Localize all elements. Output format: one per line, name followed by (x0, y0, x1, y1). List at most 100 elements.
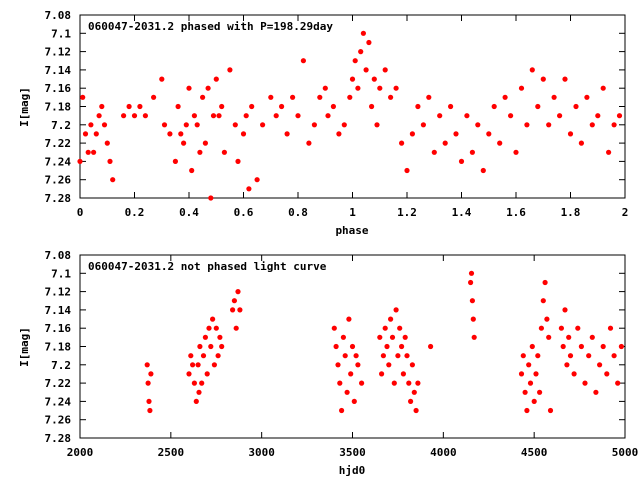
unphased-data-point (200, 353, 207, 359)
phased-data-point (518, 85, 525, 91)
unphased-data-point (148, 371, 154, 377)
phased-data-point (235, 158, 241, 164)
phased-data-point (374, 122, 380, 128)
phased-data-point (546, 122, 552, 128)
unphased-data-point (195, 362, 201, 368)
unphased-data-point (349, 343, 356, 350)
unphased-y-tick-label: 7.26 (45, 414, 72, 427)
phased-y-tick-label: 7.2 (51, 119, 71, 132)
unphased-data-point (589, 334, 595, 340)
phased-data-point (497, 140, 503, 146)
phased-data-point (273, 113, 279, 119)
phased-data-point (529, 67, 535, 73)
unphased-y-axis-label: I[mag] (18, 327, 31, 367)
phased-x-tick-label: 0.6 (234, 206, 254, 219)
unphased-data-point (193, 398, 199, 404)
unphased-data-point (564, 362, 570, 368)
phased-data-point (260, 122, 266, 128)
phased-x-tick-label: 1.6 (506, 206, 526, 219)
phased-data-point (358, 49, 364, 55)
unphased-data-point (353, 353, 359, 359)
unphased-data-point (566, 334, 572, 340)
phased-data-point (475, 122, 481, 128)
phased-data-point (82, 131, 89, 137)
unphased-data-point (339, 407, 345, 414)
phased-panel-title: 060047-2031.2 phased with P=198.29day (88, 20, 333, 33)
unphased-data-point (186, 371, 192, 377)
unphased-data-point (388, 316, 394, 322)
unphased-data-point (597, 362, 603, 368)
phased-data-point (205, 85, 211, 91)
phased-data-point (426, 94, 432, 100)
unphased-data-point (428, 343, 434, 350)
phased-data-point (194, 122, 200, 128)
phased-data-point (249, 103, 255, 110)
phased-data-point (369, 103, 375, 110)
phased-data-point (300, 58, 306, 64)
unphased-y-tick-label: 7.22 (45, 377, 72, 390)
phased-data-point (589, 122, 595, 128)
unphased-data-point (607, 325, 614, 331)
phased-panel: 7.08 7.1 7.12 7.14 7.16 7.18 7.2 7.22 7.24 7.26 7.… (18, 9, 628, 237)
unphased-data-point (342, 353, 348, 359)
phased-data-point (243, 113, 249, 119)
unphased-data-point (213, 325, 219, 331)
unphased-data-point (389, 334, 396, 340)
unphased-data-point (230, 307, 236, 313)
phased-data-point (175, 103, 181, 110)
phased-data-point (330, 103, 336, 110)
phased-data-point (181, 140, 187, 146)
unphased-data-point (237, 307, 243, 313)
unphased-y-tick-label: 7.24 (45, 395, 72, 408)
unphased-x-tick-label: 5000 (612, 446, 639, 459)
phased-data-point (442, 140, 448, 146)
phased-data-point (183, 122, 189, 128)
unphased-axis-ticks: 7.08 7.1 7.12 7.14 7.16 7.18 7.2 7.22 7.24 7.26 7.… (45, 249, 639, 459)
phased-data-point (107, 158, 113, 164)
unphased-data-point (531, 398, 537, 404)
unphased-y-tick-label: 7.2 (51, 359, 71, 372)
phased-data-point (88, 122, 94, 128)
phased-y-tick-label: 7.1 (51, 27, 71, 40)
unphased-data-point (219, 343, 225, 350)
phased-data-point (393, 85, 399, 91)
unphased-data-point (331, 325, 337, 331)
unphased-data-point (470, 316, 476, 322)
unphased-data-point (468, 279, 474, 286)
phased-x-tick-label: 0.8 (288, 206, 308, 219)
phased-data-point (469, 149, 475, 155)
phased-y-tick-label: 7.12 (45, 46, 72, 59)
unphased-data-point (582, 380, 588, 386)
unphased-data-point (217, 334, 223, 340)
unphased-data-point (377, 334, 383, 340)
phased-data-point (595, 113, 601, 119)
unphased-data-point (538, 325, 545, 331)
unphased-x-tick-label: 4500 (521, 446, 548, 459)
phased-x-tick-label: 1.4 (452, 206, 472, 219)
unphased-y-tick-label: 7.28 (45, 432, 72, 445)
unphased-data-point (415, 380, 421, 386)
phased-data-point (448, 103, 454, 110)
phased-data-point (216, 113, 222, 119)
unphased-x-tick-label: 3000 (248, 446, 275, 459)
unphased-data-point (211, 362, 217, 368)
phased-data-point (96, 113, 102, 119)
phased-data-point (431, 149, 437, 155)
unphased-data-point (190, 362, 196, 368)
unphased-y-tick-label: 7.12 (45, 286, 72, 299)
phased-data-point (279, 103, 285, 110)
unphased-data-point (404, 353, 410, 359)
phased-data-point (151, 94, 157, 100)
unphased-data-point (575, 325, 581, 331)
phased-data-point (562, 76, 568, 82)
phased-data-point (567, 131, 574, 137)
unphased-y-tick-label: 7.16 (45, 322, 72, 335)
unphased-data-point (562, 307, 568, 313)
unphased-data-point (210, 316, 216, 322)
phased-y-tick-label: 7.14 (45, 64, 72, 77)
unphased-data-point (533, 371, 539, 377)
phased-data-point (178, 131, 184, 137)
phased-data-point (606, 149, 612, 155)
unphased-data-point (469, 298, 475, 304)
phased-data-point (290, 94, 296, 100)
